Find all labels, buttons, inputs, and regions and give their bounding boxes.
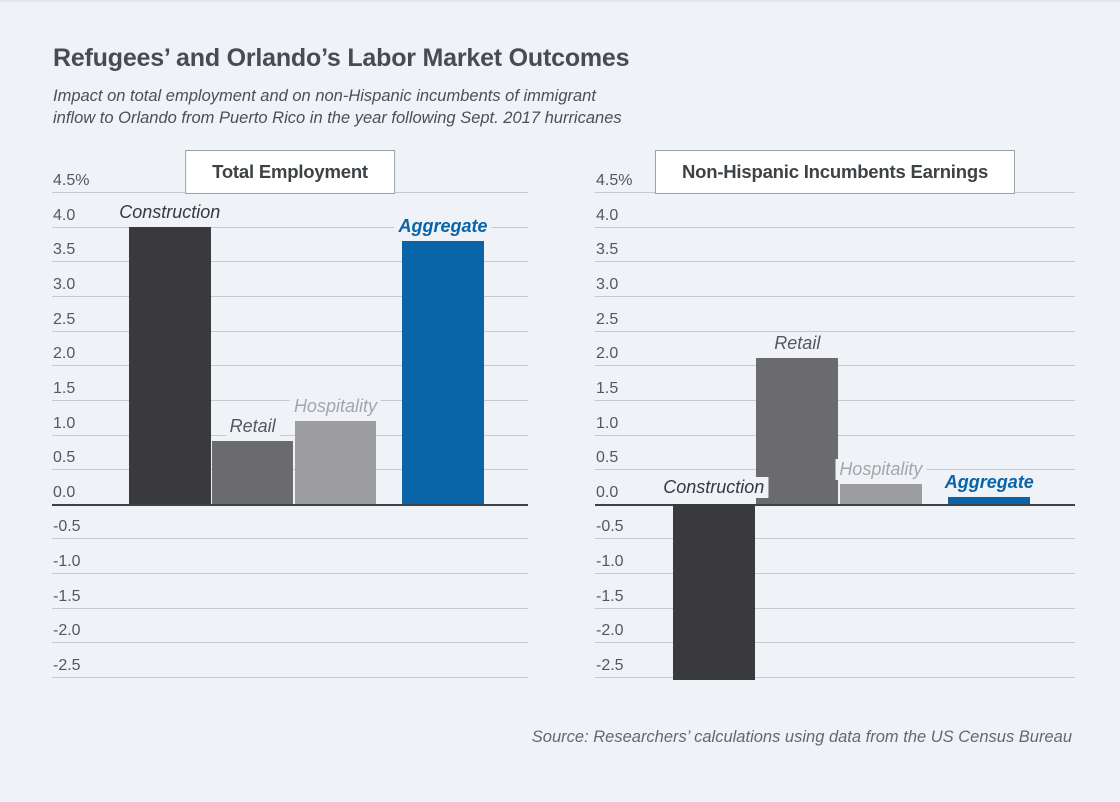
source-note: Source: Researchers’ calculations using … — [531, 728, 1072, 746]
gridline — [52, 642, 528, 644]
plot-area-non-hispanic-incumbents-earnings: 4.5% 4.0 3.5 3.0 2.5 2.0 1.5 1.0 0.5 0.0 -0.5 -1.0 -… — [595, 172, 1075, 681]
y-tick-label: 1.0 — [596, 414, 619, 432]
gridline — [595, 261, 1075, 263]
bar-retail — [211, 441, 294, 504]
y-tick-label: -0.5 — [53, 518, 81, 536]
bar-aggregate — [948, 496, 1031, 504]
gridline — [595, 226, 1075, 228]
figure-subtitle: Impact on total employment and on non-Hi… — [53, 87, 622, 127]
figure-title: Refugees’ and Orlando’s Labor Market Out… — [53, 44, 630, 72]
gridline — [52, 434, 528, 436]
y-tick-label: 2.5 — [53, 310, 76, 328]
y-tick-label: 4.0 — [596, 206, 619, 224]
y-tick-label: 1.5 — [596, 379, 619, 397]
y-tick-label: -2.5 — [53, 657, 81, 674]
gridline — [52, 607, 528, 609]
y-tick-label: 3.5 — [596, 241, 619, 259]
y-tick-label: -1.5 — [596, 587, 624, 605]
bar-retail — [756, 358, 839, 504]
zero-line — [52, 503, 528, 506]
y-tick-label: -2.0 — [53, 622, 81, 640]
gridline — [595, 538, 1075, 540]
y-tick-label: 0.0 — [596, 483, 619, 501]
y-tick-label: 2.5 — [596, 310, 619, 328]
gridline — [595, 607, 1075, 609]
gridline — [595, 573, 1075, 575]
bar-hospitality — [294, 420, 377, 504]
y-tick-label: 3.5 — [53, 241, 76, 259]
y-tick-label: 4.5% — [53, 172, 90, 189]
gridline — [52, 330, 528, 332]
gridline — [595, 330, 1075, 332]
gridline — [52, 573, 528, 575]
y-tick-label: 0.0 — [53, 483, 76, 501]
y-tick-label: 2.0 — [596, 345, 619, 363]
bar-aggregate — [402, 240, 484, 504]
bar-label-retail: Retail — [225, 416, 280, 438]
gridline — [52, 295, 528, 297]
y-tick-label: 1.0 — [53, 414, 76, 432]
zero-line — [595, 503, 1075, 506]
gridline — [52, 677, 528, 678]
chart-header-non-hispanic-incumbents-earnings: Non-Hispanic Incumbents Earnings — [654, 150, 1016, 194]
y-tick-label: -1.5 — [53, 587, 81, 605]
gridline — [595, 642, 1075, 644]
y-tick-label: 2.0 — [53, 345, 76, 363]
y-tick-label: 0.5 — [596, 449, 619, 467]
bar-hospitality — [839, 484, 922, 504]
y-tick-label: 4.5% — [596, 172, 633, 189]
y-tick-label: -1.0 — [596, 553, 624, 571]
bar-label-aggregate: Aggregate — [940, 471, 1038, 493]
y-tick-label: 0.5 — [53, 449, 76, 467]
gridline — [52, 226, 528, 228]
y-tick-label: -2.0 — [596, 622, 624, 640]
gridline — [52, 538, 528, 540]
plot-area-total-employment: 4.5% 4.0 3.5 3.0 2.5 2.0 1.5 1.0 0.5 0.0 -0.5 -1.0 -… — [52, 172, 528, 678]
y-tick-label: -2.5 — [596, 657, 624, 674]
bar-construction — [672, 503, 755, 681]
gridline — [595, 677, 1075, 678]
bar-construction — [129, 226, 211, 504]
gridline — [52, 261, 528, 263]
chart-total-employment: Total Employment 4.5% 4.0 3.5 3.0 2.5 2.0 1.5 1… — [52, 150, 528, 680]
bar-label-construction: Construction — [115, 201, 225, 223]
chart-header-total-employment: Total Employment — [185, 150, 395, 194]
y-tick-label: 4.0 — [53, 206, 76, 224]
gridline — [595, 295, 1075, 297]
bar-label-construction: Construction — [659, 476, 769, 498]
y-tick-label: -0.5 — [596, 518, 624, 536]
chart-non-hispanic-incumbents-earnings: Non-Hispanic Incumbents Earnings 4.5% 4.0… — [595, 150, 1075, 681]
bar-label-aggregate: Aggregate — [394, 215, 492, 237]
y-tick-label: 3.0 — [596, 275, 619, 293]
bar-label-hospitality: Hospitality — [835, 459, 927, 481]
y-tick-label: 3.0 — [53, 275, 76, 293]
bar-label-retail: Retail — [770, 333, 825, 355]
bar-label-hospitality: Hospitality — [289, 395, 381, 417]
gridline — [52, 365, 528, 367]
y-tick-label: 1.5 — [53, 379, 76, 397]
y-tick-label: -1.0 — [53, 553, 81, 571]
